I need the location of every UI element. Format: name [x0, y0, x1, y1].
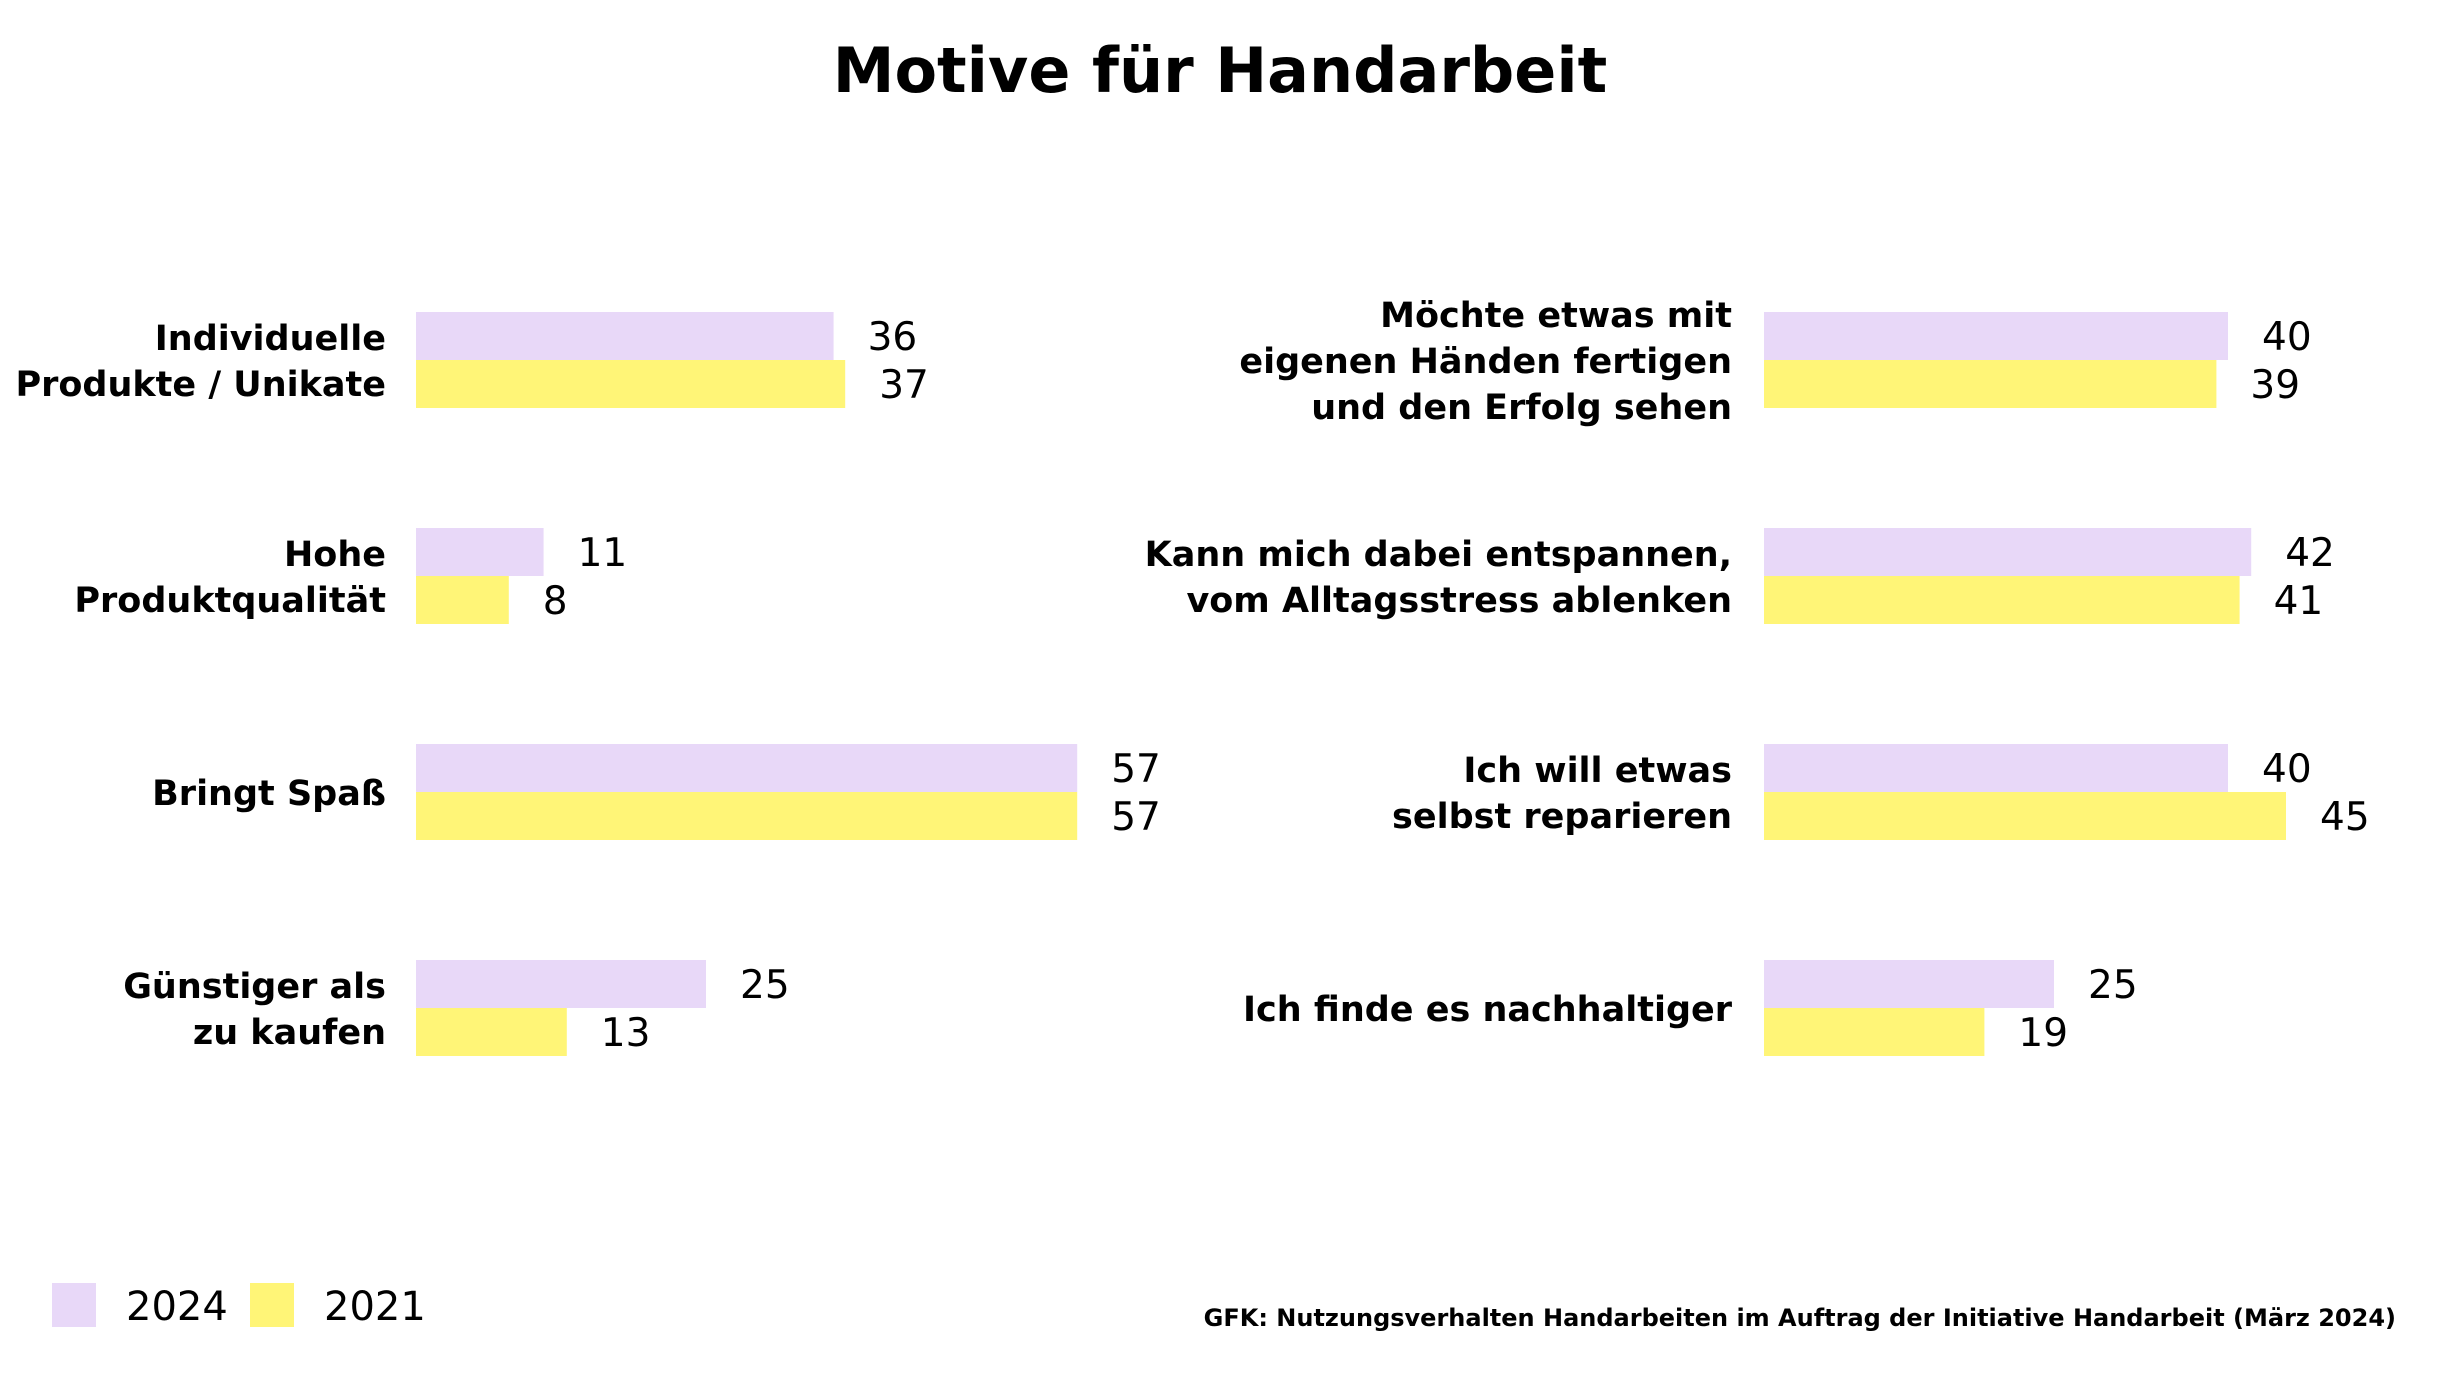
value-label-p2-c3-s2024: 40 [2262, 747, 2312, 792]
category-label-p1-c2: Hohe Produktqualität [74, 535, 386, 621]
bar-p1-c3-s2021 [416, 792, 1078, 840]
category-label-p2-c2: Kann mich dabei entspannen, vom Alltagsst… [1145, 535, 1732, 621]
bar-p1-c1-s2021 [416, 360, 846, 408]
value-label-p1-c3-s2024: 57 [1111, 747, 1161, 792]
category-label-line: zu kaufen [193, 1013, 386, 1053]
value-label-p2-c4-s2024: 25 [2088, 963, 2138, 1008]
legend-label-2021: 2021 [324, 1284, 426, 1330]
value-label-p1-c4-s2021: 13 [601, 1011, 651, 1056]
category-label-line: eigenen Händen fertigen [1239, 342, 1732, 382]
bar-p2-c1-s2024 [1764, 312, 2228, 360]
category-label-p1-c1: Individuelle Produkte / Unikate [15, 319, 386, 405]
bar-p1-c1-s2024 [416, 312, 834, 360]
bar-p2-c2-s2024 [1764, 528, 2252, 576]
value-label-p1-c1-s2021: 37 [879, 363, 929, 408]
category-label-line: Hohe [284, 535, 386, 575]
value-label-p2-c1-s2024: 40 [2262, 315, 2312, 360]
category-label-line: Günstiger als [123, 967, 386, 1007]
value-label-p1-c2-s2024: 11 [578, 531, 628, 576]
chart-title: Motive für Handarbeit [833, 34, 1608, 107]
category-label-line: Individuelle [155, 319, 386, 359]
bar-p2-c3-s2024 [1764, 744, 2228, 792]
category-label-line: Produktqualität [74, 581, 386, 621]
category-label-line: Ich will etwas [1463, 751, 1732, 791]
category-label-line: vom Alltagsstress ablenken [1186, 581, 1732, 621]
bar-p1-c2-s2024 [416, 528, 544, 576]
legend-label-2024: 2024 [126, 1284, 228, 1330]
value-label-p2-c1-s2021: 39 [2250, 363, 2300, 408]
bar-p1-c3-s2024 [416, 744, 1078, 792]
value-label-p1-c1-s2024: 36 [868, 315, 918, 360]
bar-p1-c4-s2021 [416, 1008, 567, 1056]
value-label-p1-c2-s2021: 8 [543, 579, 568, 624]
category-label-p2-c1: Möchte etwas mit eigenen Händen fertigen u… [1239, 296, 1732, 428]
legend-swatch-2021 [250, 1283, 294, 1327]
category-label-line: Bringt Spaß [152, 774, 386, 814]
bar-p1-c4-s2024 [416, 960, 706, 1008]
bar-p1-c2-s2021 [416, 576, 509, 624]
category-label-p2-c3: Ich will etwas selbst reparieren [1392, 751, 1732, 837]
value-label-p2-c3-s2021: 45 [2320, 795, 2370, 840]
legend: 2024 2021 [52, 1283, 426, 1330]
category-label-line: Möchte etwas mit [1380, 296, 1732, 336]
category-label-line: Kann mich dabei entspannen, [1145, 535, 1732, 575]
value-label-p1-c3-s2021: 57 [1111, 795, 1161, 840]
category-label-line: selbst reparieren [1392, 797, 1732, 837]
bar-p2-c4-s2024 [1764, 960, 2054, 1008]
bar-p2-c2-s2021 [1764, 576, 2240, 624]
category-label-p1-c4: Günstiger als zu kaufen [123, 967, 386, 1053]
category-label-p1-c3: Bringt Spaß [152, 774, 386, 814]
category-label-line: Produkte / Unikate [15, 365, 386, 405]
category-label-line: und den Erfolg sehen [1311, 388, 1732, 428]
value-label-p1-c4-s2024: 25 [740, 963, 790, 1008]
value-label-p2-c4-s2021: 19 [2018, 1011, 2068, 1056]
bar-p2-c4-s2021 [1764, 1008, 1985, 1056]
bar-p2-c1-s2021 [1764, 360, 2217, 408]
bar-p2-c3-s2021 [1764, 792, 2286, 840]
category-label-line: Ich finde es nachhaltiger [1243, 990, 1733, 1030]
legend-swatch-2024 [52, 1283, 96, 1327]
value-label-p2-c2-s2024: 42 [2285, 531, 2335, 576]
category-label-p2-c4: Ich finde es nachhaltiger [1243, 990, 1733, 1030]
source-note: GFK: Nutzungsverhalten Handarbeiten im A… [1204, 1304, 2396, 1332]
value-label-p2-c2-s2021: 41 [2274, 579, 2324, 624]
